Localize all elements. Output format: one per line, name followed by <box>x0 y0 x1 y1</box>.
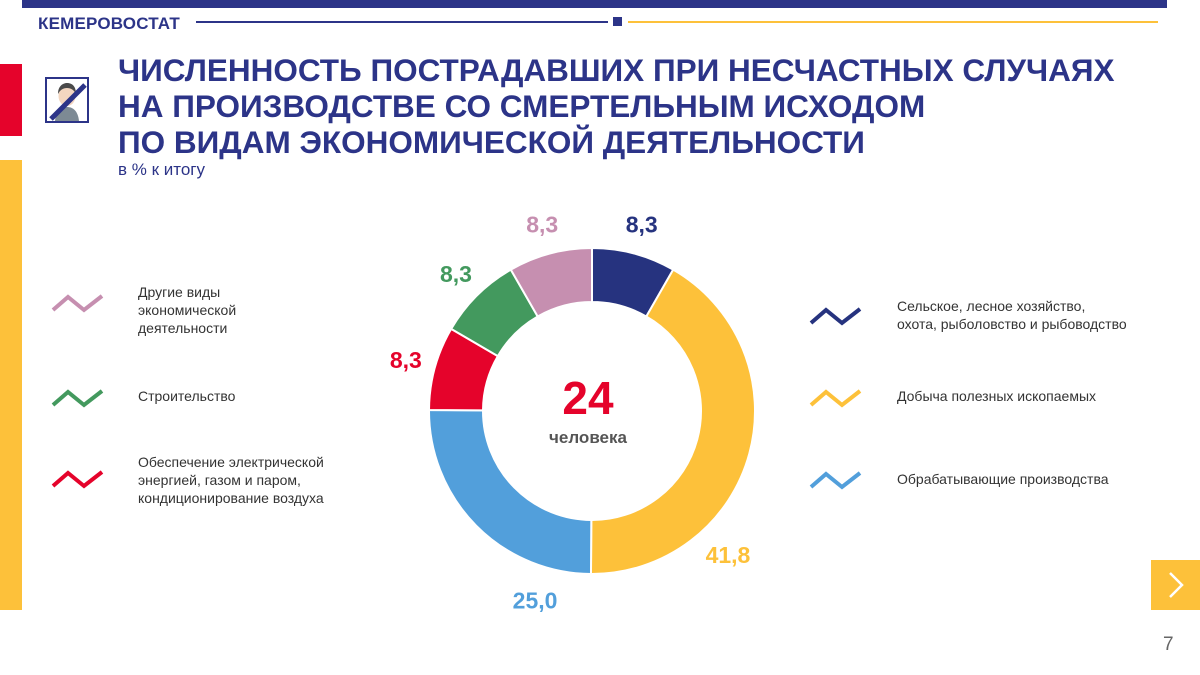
legend-label: Сельское, лесное хозяйство, охота, рыбол… <box>897 298 1127 332</box>
legend-swatch-icon <box>809 471 862 490</box>
legend-swatch-icon <box>51 294 104 313</box>
legend-item-energy: Обеспечение электрической энергией, газо… <box>50 454 324 507</box>
donut-slice-1 <box>589 268 756 575</box>
legend-item-mining: Добыча полезных ископаемых <box>808 385 1096 409</box>
header-rule-square <box>613 17 622 26</box>
page-title: ЧИСЛЕННОСТЬ ПОСТРАДАВШИХ ПРИ НЕСЧАСТНЫХ … <box>118 52 1118 160</box>
legend-label: Строительство <box>138 388 236 404</box>
donut-slice-0 <box>591 246 675 318</box>
legend-label: Другие виды экономической деятельности <box>138 284 237 336</box>
legend-label: Обеспечение электрической энергией, газо… <box>138 454 324 506</box>
title-line-3: ПО ВИДАМ ЭКОНОМИЧЕСКОЙ ДЕЯТЕЛЬНОСТИ <box>118 124 865 160</box>
donut-slice-3 <box>427 327 500 412</box>
donut-value-label-5: 8,3 <box>526 212 558 238</box>
title-line-2: НА ПРОИЗВОДСТВЕ СО СМЕРТЕЛЬНЫМ ИСХОДОМ <box>118 88 926 124</box>
donut-value-label-0: 8,3 <box>626 212 658 238</box>
legend-swatch-icon <box>51 389 104 408</box>
donut-slice-2 <box>428 408 593 576</box>
chevron-right-icon <box>1168 572 1184 598</box>
legend-swatch-icon <box>809 307 862 326</box>
side-accent-yellow <box>0 160 22 610</box>
legend-swatch-icon <box>51 470 104 489</box>
legend-item-other: Другие виды экономической деятельности <box>50 284 236 337</box>
donut-slice-4 <box>449 268 540 358</box>
brand-name: КЕМЕРОВОСТАТ <box>38 14 181 33</box>
donut-value-label-2: 25,0 <box>513 588 558 614</box>
person-mourning-icon <box>45 77 89 123</box>
legend-item-construction: Строительство <box>50 385 235 409</box>
legend-item-manufacturing: Обрабатывающие производства <box>808 467 1109 491</box>
header-rule-blue <box>196 21 608 23</box>
page-subtitle: в % к итогу <box>118 160 206 179</box>
page-number: 7 <box>1163 634 1174 655</box>
header-rule-yellow <box>628 21 1158 23</box>
legend-swatch-icon <box>809 389 862 408</box>
title-line-1: ЧИСЛЕННОСТЬ ПОСТРАДАВШИХ ПРИ НЕСЧАСТНЫХ … <box>118 52 1115 88</box>
header-top-bar <box>22 0 1167 8</box>
donut-value-labels: 8,3 41,8 25,0 8,3 8,3 8,3 <box>390 212 751 614</box>
legend-label: Обрабатывающие производства <box>897 471 1109 487</box>
donut-value-label-3: 8,3 <box>390 347 422 373</box>
center-total-unit: человека <box>549 428 627 447</box>
center-total-value: 24 <box>562 372 614 424</box>
donut-slice-5 <box>509 246 593 318</box>
side-accent-red <box>0 64 22 136</box>
legend-item-agriculture: Сельское, лесное хозяйство, охота, рыбол… <box>808 298 1127 333</box>
legend-label: Добыча полезных ископаемых <box>897 388 1097 404</box>
donut-slices <box>427 246 756 576</box>
donut-value-label-4: 8,3 <box>440 261 472 287</box>
donut-value-label-1: 41,8 <box>706 542 751 568</box>
next-slide-button[interactable] <box>1151 560 1200 610</box>
